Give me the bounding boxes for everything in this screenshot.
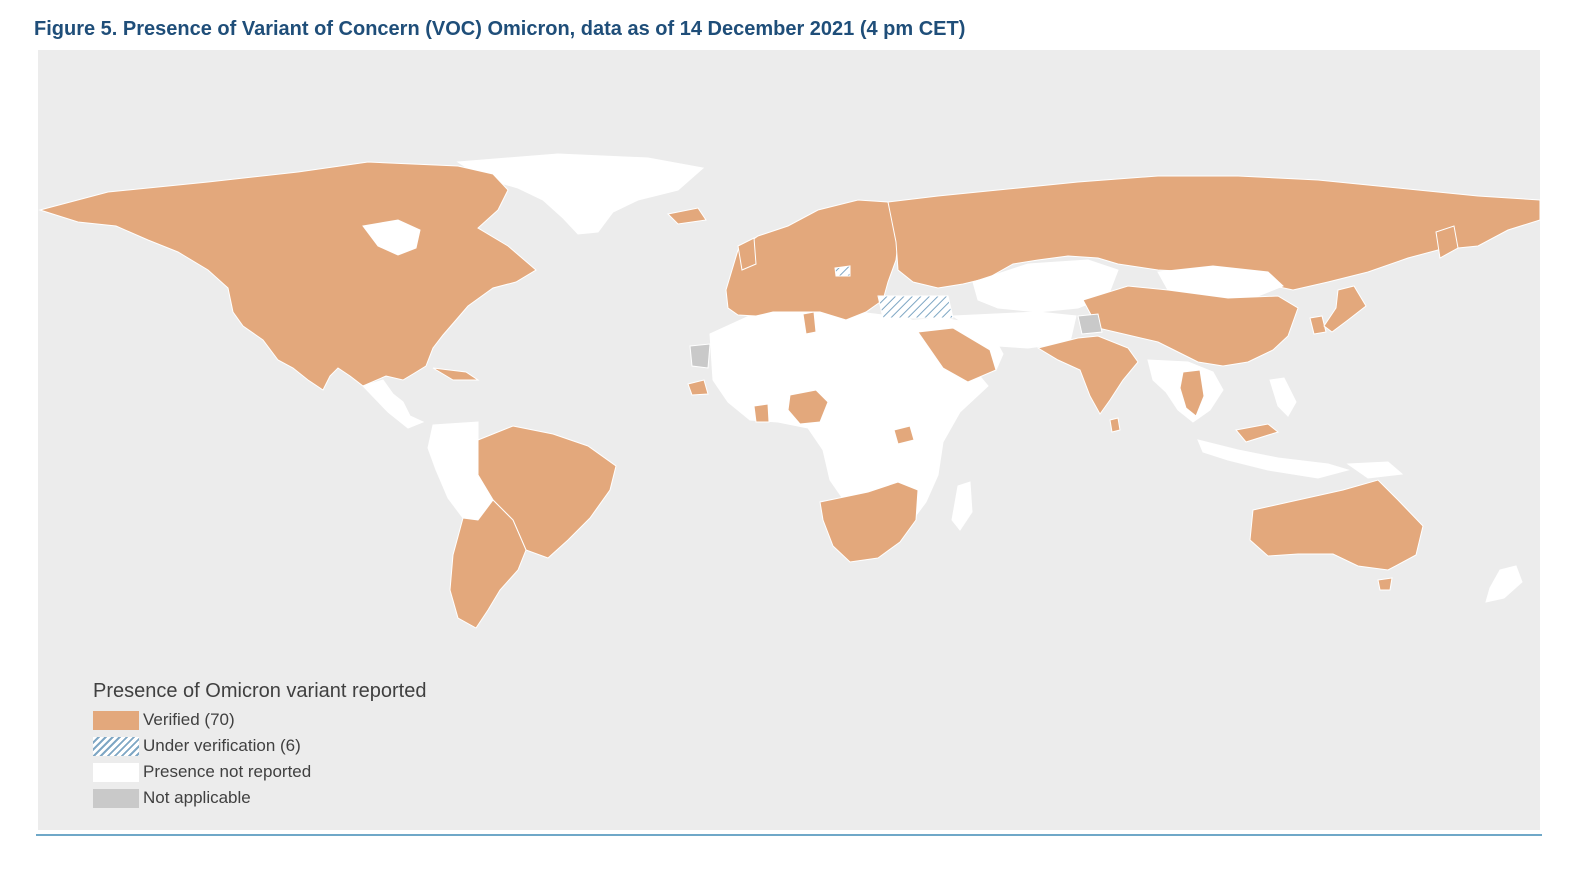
region-central-america (362, 379, 425, 429)
region-turkey-caucasus-under-verification (877, 295, 954, 319)
region-sri-lanka (1109, 417, 1121, 433)
region-caribbean (432, 367, 480, 381)
region-europe (725, 199, 901, 321)
region-saudi-arabia (917, 327, 997, 383)
region-kashmir (1077, 313, 1103, 335)
legend-item-not-applicable: Not applicable (93, 785, 427, 811)
region-ghana (753, 403, 770, 423)
region-madagascar (951, 481, 973, 531)
legend-swatch-under-verification (93, 736, 139, 756)
region-iceland (666, 207, 707, 225)
legend-item-under-verification: Under verification (6) (93, 733, 427, 759)
legend-swatch-not-reported (93, 762, 139, 782)
region-uk (737, 237, 757, 271)
legend-label-not-reported: Presence not reported (143, 762, 312, 781)
figure-title: Figure 5. Presence of Variant of Concern… (34, 18, 966, 40)
legend-item-not-reported: Presence not reported (93, 759, 427, 785)
region-uganda (893, 425, 915, 445)
region-north-america (38, 161, 537, 391)
region-east-europe-under-verification (834, 265, 851, 277)
region-thailand (1179, 369, 1205, 417)
legend-label-verified: Verified (70) (143, 710, 235, 729)
region-china (1082, 285, 1299, 367)
legend-swatch-verified (93, 710, 139, 730)
region-nigeria (787, 389, 829, 425)
bottom-divider (36, 834, 1542, 836)
legend-title: Presence of Omicron variant reported (93, 680, 427, 702)
region-japan (1323, 285, 1367, 333)
region-tasmania (1377, 577, 1393, 591)
region-argentina-chile (449, 499, 527, 629)
region-greenland (456, 153, 705, 235)
region-western-sahara (689, 343, 711, 369)
region-indonesia (1197, 439, 1350, 479)
legend-swatch-not-applicable (93, 788, 139, 808)
region-papua (1346, 461, 1404, 479)
region-senegal (687, 379, 709, 396)
region-kamchatka (1435, 225, 1459, 259)
region-australia (1249, 479, 1424, 571)
region-malaysia (1235, 423, 1280, 443)
region-new-zealand (1485, 565, 1523, 603)
region-india (1036, 335, 1139, 415)
legend-item-verified: Verified (70) (93, 707, 427, 733)
region-philippines (1269, 377, 1297, 417)
world-map-panel: Presence of Omicron variant reported Ver… (38, 50, 1540, 830)
region-southern-africa (819, 481, 919, 563)
region-hudson-bay (362, 219, 421, 256)
region-tunisia (802, 311, 817, 335)
map-legend: Presence of Omicron variant reported Ver… (93, 680, 427, 811)
legend-label-under-verification: Under verification (6) (143, 736, 301, 755)
legend-label-not-applicable: Not applicable (143, 788, 251, 807)
region-korea (1309, 315, 1327, 335)
world-map (38, 153, 1540, 629)
